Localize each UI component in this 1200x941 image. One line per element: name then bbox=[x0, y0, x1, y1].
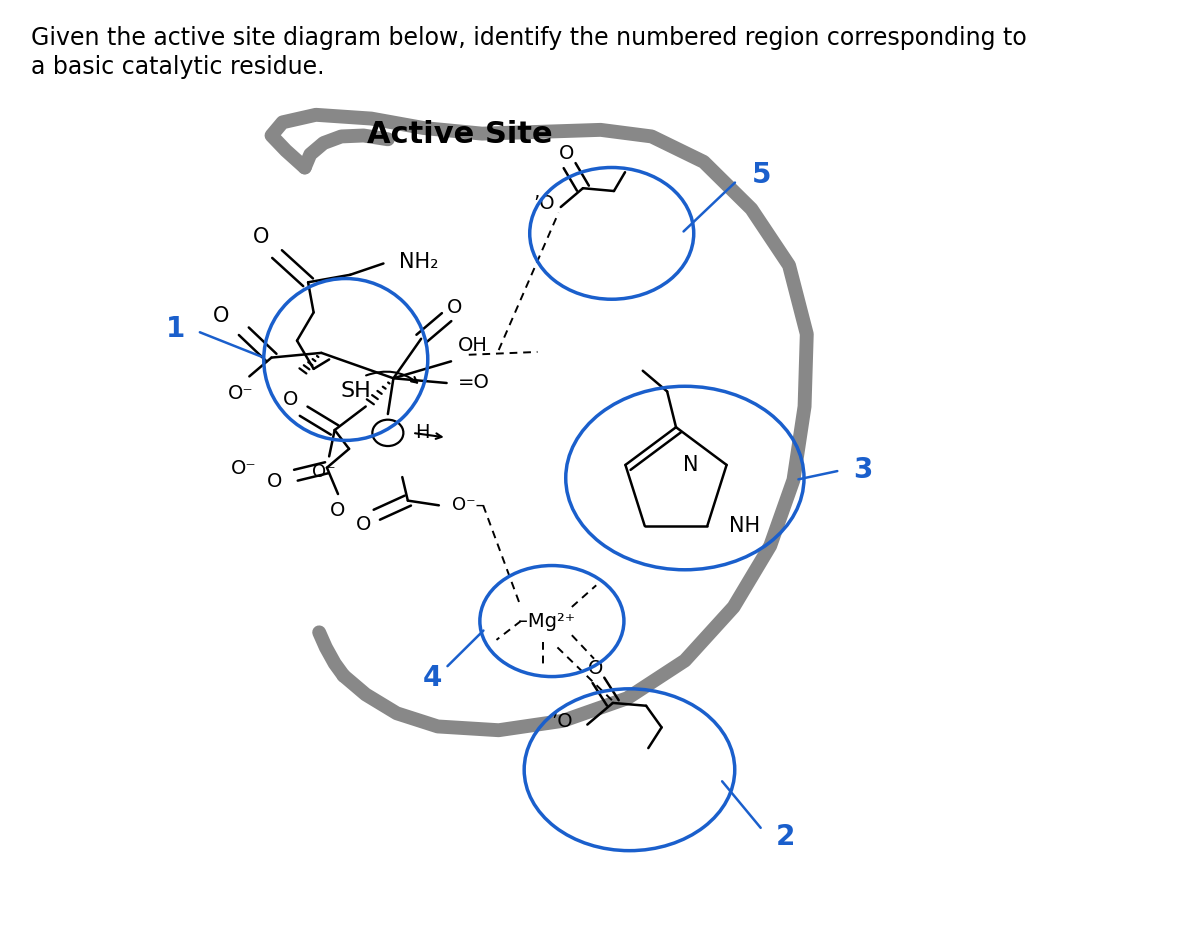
Text: O: O bbox=[356, 515, 371, 534]
Text: ’O: ’O bbox=[551, 712, 572, 731]
Text: NH₂: NH₂ bbox=[398, 251, 438, 272]
Text: O⁻: O⁻ bbox=[228, 384, 253, 403]
Text: O: O bbox=[559, 144, 574, 163]
Text: O: O bbox=[268, 472, 282, 491]
Text: 4: 4 bbox=[422, 663, 442, 692]
Text: Given the active site diagram below, identify the numbered region corresponding : Given the active site diagram below, ide… bbox=[31, 26, 1027, 51]
Text: N: N bbox=[683, 455, 698, 475]
Text: SH: SH bbox=[341, 381, 371, 401]
Text: O⁻–: O⁻– bbox=[452, 496, 485, 515]
Text: 2: 2 bbox=[775, 823, 796, 852]
Text: O: O bbox=[330, 501, 346, 519]
Text: 1: 1 bbox=[166, 315, 185, 343]
Text: O: O bbox=[446, 298, 462, 317]
Text: 3: 3 bbox=[853, 456, 872, 485]
Text: =O: =O bbox=[457, 374, 490, 392]
Text: H: H bbox=[415, 423, 430, 442]
Text: OH: OH bbox=[457, 336, 487, 355]
Text: Active Site: Active Site bbox=[367, 120, 553, 150]
Text: NH: NH bbox=[730, 516, 761, 536]
Text: O: O bbox=[214, 306, 229, 327]
Text: O⁻: O⁻ bbox=[312, 463, 336, 482]
Text: O: O bbox=[588, 659, 602, 678]
Text: O: O bbox=[253, 227, 270, 247]
Text: –Mg²⁺: –Mg²⁺ bbox=[517, 612, 575, 630]
Text: a basic catalytic residue.: a basic catalytic residue. bbox=[31, 55, 324, 79]
Text: O⁻: O⁻ bbox=[230, 459, 257, 478]
Text: ’O: ’O bbox=[534, 194, 556, 213]
Text: 5: 5 bbox=[751, 161, 770, 189]
Text: O: O bbox=[283, 391, 298, 409]
